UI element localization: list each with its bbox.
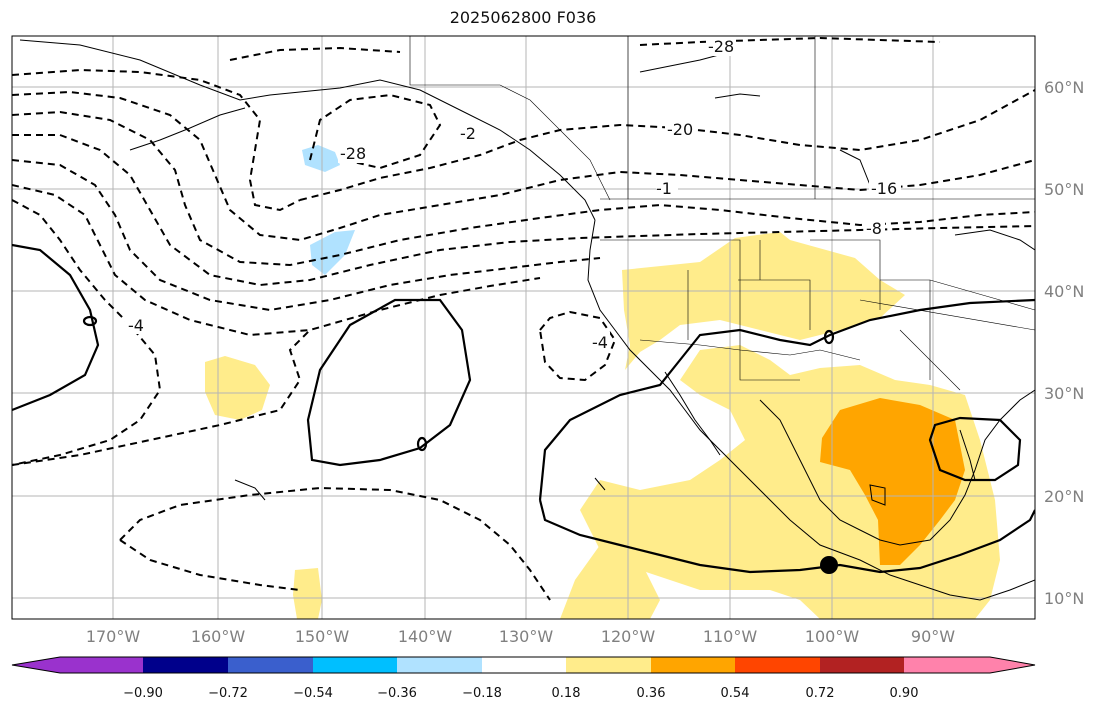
lon-label: 150°W [295, 627, 350, 646]
colorbar-tick: 0.54 [721, 686, 750, 701]
colorbar-outline [11, 656, 1036, 674]
contour-label: -1 [656, 179, 672, 198]
borders [409, 36, 1035, 391]
lat-label: 30°N [1044, 384, 1084, 403]
contour-label: -2 [460, 124, 476, 143]
shade-tropical-ocean [293, 568, 322, 619]
contour-label: -4 [128, 316, 144, 335]
colorbar-tick: −0.72 [208, 686, 248, 701]
map-title: 2025062800 F036 [449, 8, 597, 27]
solid-contours [12, 243, 1035, 574]
colorbar-segment [397, 657, 482, 673]
colorbar-tick: 0.90 [890, 686, 919, 701]
colorbar-tick: −0.18 [462, 686, 502, 701]
shade-subtropical-ocean [205, 356, 270, 420]
colorbar-tick: 0.36 [637, 686, 666, 701]
colorbar-segment [735, 657, 820, 673]
plot-frame [11, 35, 1036, 620]
colorbar-segment [820, 657, 904, 673]
colorbar-segment [313, 657, 397, 673]
shade-neg-south [310, 230, 355, 275]
shade-west-us [622, 232, 905, 370]
colorbar-segment [566, 657, 651, 673]
colorbar-segment [143, 657, 228, 673]
colorbar-tick: −0.36 [377, 686, 417, 701]
lat-label: 40°N [1044, 282, 1084, 301]
colorbar: −0.90 −0.72 −0.54 −0.36 −0.18 0.18 0.36 … [11, 656, 1036, 701]
shade-gulf-core [820, 398, 965, 565]
contour-label: -20 [667, 120, 693, 139]
lat-label: 60°N [1044, 78, 1084, 97]
lat-label: 10°N [1044, 589, 1084, 608]
colorbar-tick: −0.54 [293, 686, 333, 701]
lon-label: 160°W [191, 627, 246, 646]
longitude-labels: 170°W 160°W 150°W 140°W 130°W 120°W 110°… [86, 627, 955, 646]
colorbar-segment [904, 657, 1035, 673]
lon-label: 110°W [703, 627, 758, 646]
colorbar-segment [651, 657, 735, 673]
colorbar-tick: 0.18 [552, 686, 581, 701]
lat-label: 20°N [1044, 487, 1084, 506]
lon-label: 170°W [86, 627, 141, 646]
latitude-labels: 60°N 50°N 40°N 30°N 20°N 10°N [1044, 78, 1084, 608]
negative-shading [302, 145, 355, 275]
colorbar-tick: −0.90 [123, 686, 163, 701]
contour-label: -28 [708, 37, 734, 56]
lat-label: 50°N [1044, 180, 1084, 199]
contour-label: -16 [871, 179, 897, 198]
positive-shading [205, 232, 1000, 619]
colorbar-segment [12, 657, 143, 673]
contour-label: -4 [592, 333, 608, 352]
dashed-contours [12, 36, 1035, 601]
lon-label: 100°W [805, 627, 860, 646]
contour-label: -28 [340, 144, 366, 163]
lon-label: 140°W [398, 627, 453, 646]
contour-label: -8 [866, 219, 882, 238]
lon-label: 90°W [911, 627, 955, 646]
lon-label: 130°W [499, 627, 554, 646]
colorbar-tick: 0.72 [806, 686, 835, 701]
lon-label: 120°W [601, 627, 656, 646]
storm-marker [820, 556, 838, 574]
contour-labels: -28 -28 -20 -16 -8 -4 -4 -2 -1 [125, 36, 901, 352]
colorbar-segment [228, 657, 313, 673]
colorbar-segment [482, 657, 566, 673]
shade-neg-north [302, 145, 340, 172]
shade-southwest-ocean [560, 545, 660, 619]
